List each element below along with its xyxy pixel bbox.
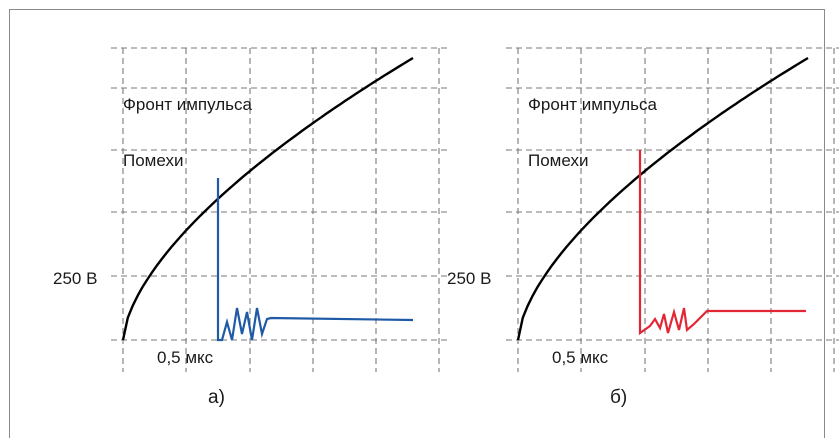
panel-a-ytick-label: 250 В — [53, 269, 97, 288]
panel-a-grid — [111, 47, 449, 372]
panel-a-annotation-front: Фронт импульса — [123, 95, 253, 114]
figure-frame — [9, 9, 825, 438]
panel-a-xtick-label: 0,5 мкс — [157, 348, 214, 367]
panel-b-ytick-label: 250 В — [447, 269, 491, 288]
panel-b-annotation-noise: Помехи — [528, 151, 588, 170]
panel-b-grid — [506, 47, 839, 372]
panel-b-caption: б) — [610, 387, 627, 408]
panel-a: Фронт импульса Помехи 250 В 0,5 мкс а) — [53, 47, 449, 408]
panel-a-noise-line — [216, 178, 414, 342]
panel-a-annotation-noise: Помехи — [123, 151, 183, 170]
panel-b-pulse-front-line — [516, 56, 809, 341]
panel-b-annotation-front: Фронт импульса — [528, 95, 658, 114]
panel-b: Фронт импульса Помехи 250 В 0,5 мкс б) — [447, 47, 839, 408]
panel-a-caption: а) — [208, 387, 225, 408]
panel-b-noise-line — [638, 150, 806, 336]
panel-a-pulse-front-line — [121, 56, 414, 341]
panel-b-xtick-label: 0,5 мкс — [552, 348, 609, 367]
